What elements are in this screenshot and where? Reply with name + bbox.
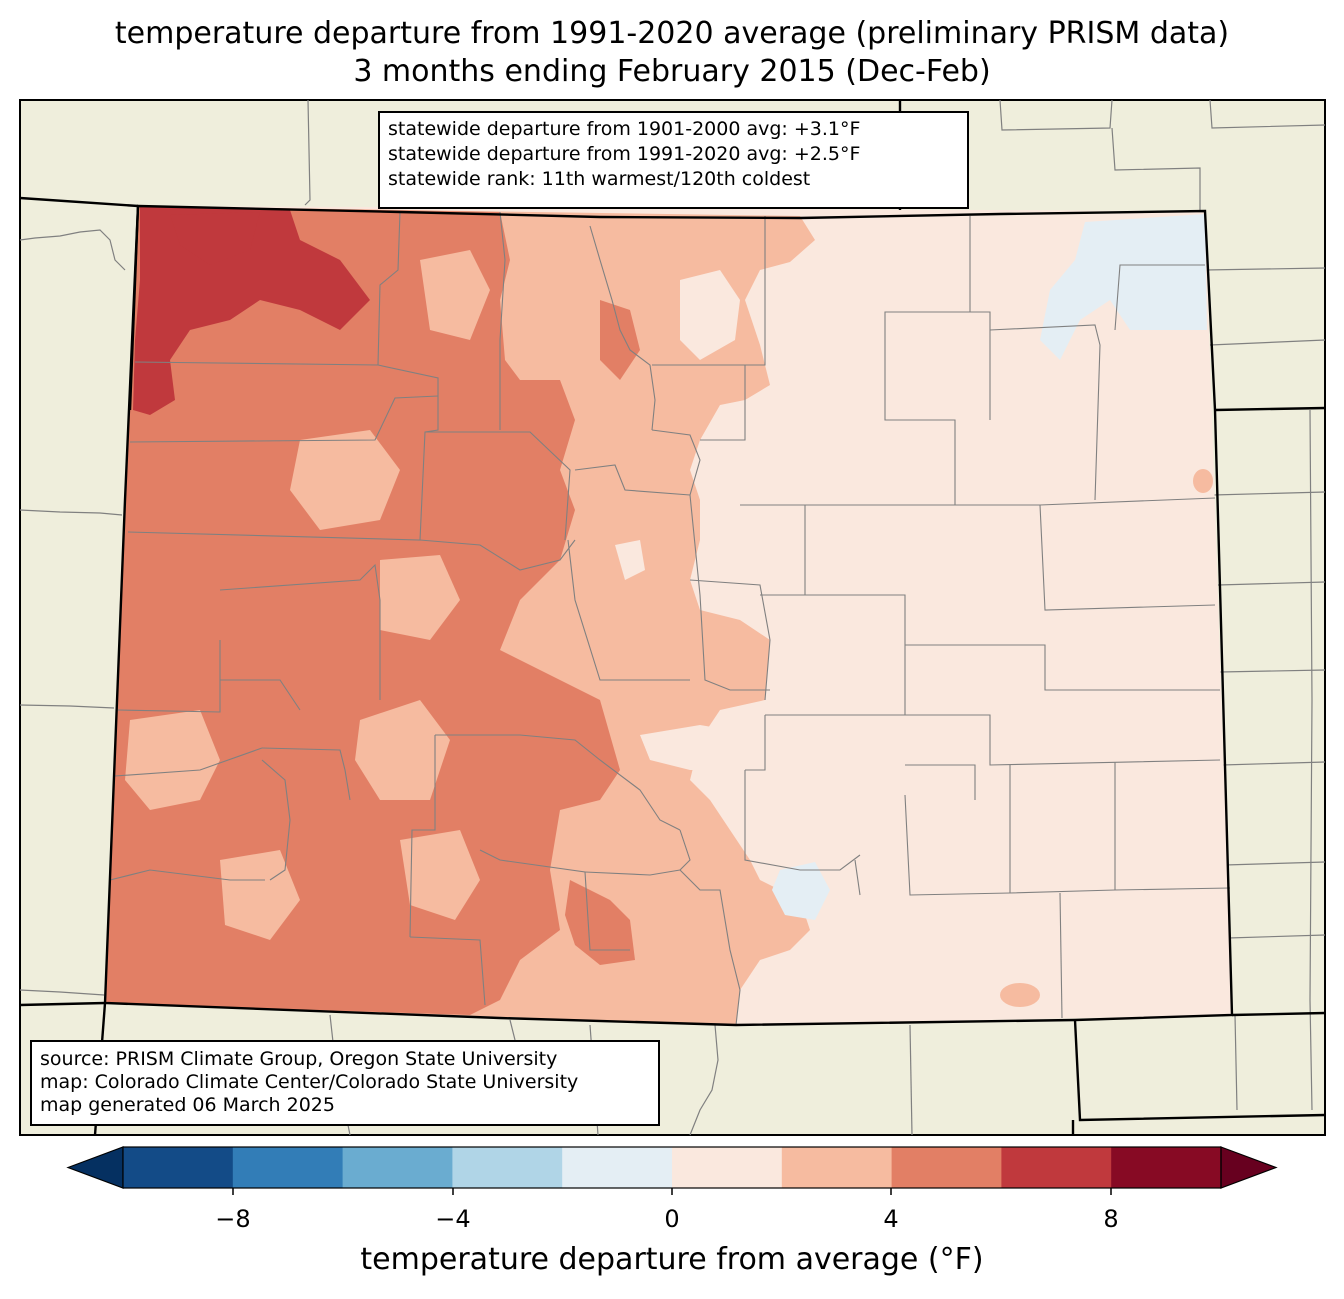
source-line: source: PRISM Climate Group, Oregon Stat…	[40, 1048, 558, 1070]
band-4-to-6	[105, 206, 620, 1015]
band-6-to-8	[133, 206, 370, 415]
map-title-line1: temperature departure from 1991-2020 ave…	[114, 16, 1230, 51]
colorbar-label: temperature departure from average (°F)	[360, 1242, 984, 1277]
band-0-to-2-pocket	[680, 270, 740, 360]
warm-spot	[1193, 469, 1213, 493]
colorado-outline	[103, 204, 1234, 1027]
colorbar	[66, 1146, 1278, 1189]
colorbar-bin	[781, 1147, 893, 1188]
band-2-to-4-pocket	[420, 250, 490, 340]
source-box: source: PRISM Climate Group, Oregon Stat…	[30, 1040, 660, 1126]
band-4-to-6	[565, 880, 635, 965]
band-2-to-4-pocket	[400, 830, 480, 920]
colorbar-tick-label: 4	[883, 1205, 899, 1233]
colorbar-tick-label: 0	[664, 1205, 680, 1233]
map-title-line2: 3 months ending February 2015 (Dec-Feb)	[353, 54, 991, 89]
statewide-stats-box: statewide departure from 1901-2000 avg: …	[378, 111, 969, 209]
colorado-county-lines	[109, 211, 1231, 1026]
band-minus2-to-0	[1040, 214, 1207, 360]
stats-line-1901-2000: statewide departure from 1901-2000 avg: …	[388, 118, 861, 140]
colorbar-bin	[562, 1147, 673, 1188]
stats-rank: statewide rank: 11th warmest/120th colde…	[388, 168, 811, 190]
band-2-to-4-pocket	[125, 710, 220, 810]
band-2-to-4-pocket	[220, 850, 300, 940]
warm-spot	[1000, 983, 1040, 1007]
colorbar-bin	[342, 1147, 453, 1188]
band-2-to-4-pocket	[355, 700, 450, 800]
colorbar-bin	[1001, 1147, 1112, 1188]
band-0-to-2-pocket	[615, 540, 645, 580]
colorbar-bin	[452, 1147, 563, 1188]
colorbar-tick-label: 8	[1103, 1205, 1119, 1233]
band-4-to-6	[600, 300, 640, 380]
colorbar-tick-label: −4	[435, 1205, 471, 1233]
map-credit-line: map: Colorado Climate Center/Colorado St…	[40, 1071, 579, 1093]
colorbar-bin	[891, 1147, 1002, 1188]
colorbar-bin	[672, 1147, 783, 1188]
colorbar-extend-high	[1220, 1146, 1278, 1189]
band-2-to-4-pocket	[290, 430, 400, 530]
colorbar-tick-label: −8	[215, 1205, 251, 1233]
colorbar-bin	[232, 1147, 344, 1188]
band-2-to-4-pocket	[380, 555, 460, 640]
band-minus2-to-0	[772, 862, 830, 920]
colorbar-ticks	[232, 1188, 1112, 1195]
generated-date-line: map generated 06 March 2025	[40, 1094, 335, 1116]
state-outlines	[19, 100, 1326, 1136]
band-6-to-8	[170, 212, 260, 265]
colorbar-bin	[123, 1147, 234, 1188]
band-0-to-2-pocket	[640, 725, 760, 770]
colorbar-extend-low	[66, 1146, 124, 1189]
colorbar-bin	[1111, 1147, 1222, 1188]
stats-line-1991-2020: statewide departure from 1991-2020 avg: …	[388, 143, 861, 165]
